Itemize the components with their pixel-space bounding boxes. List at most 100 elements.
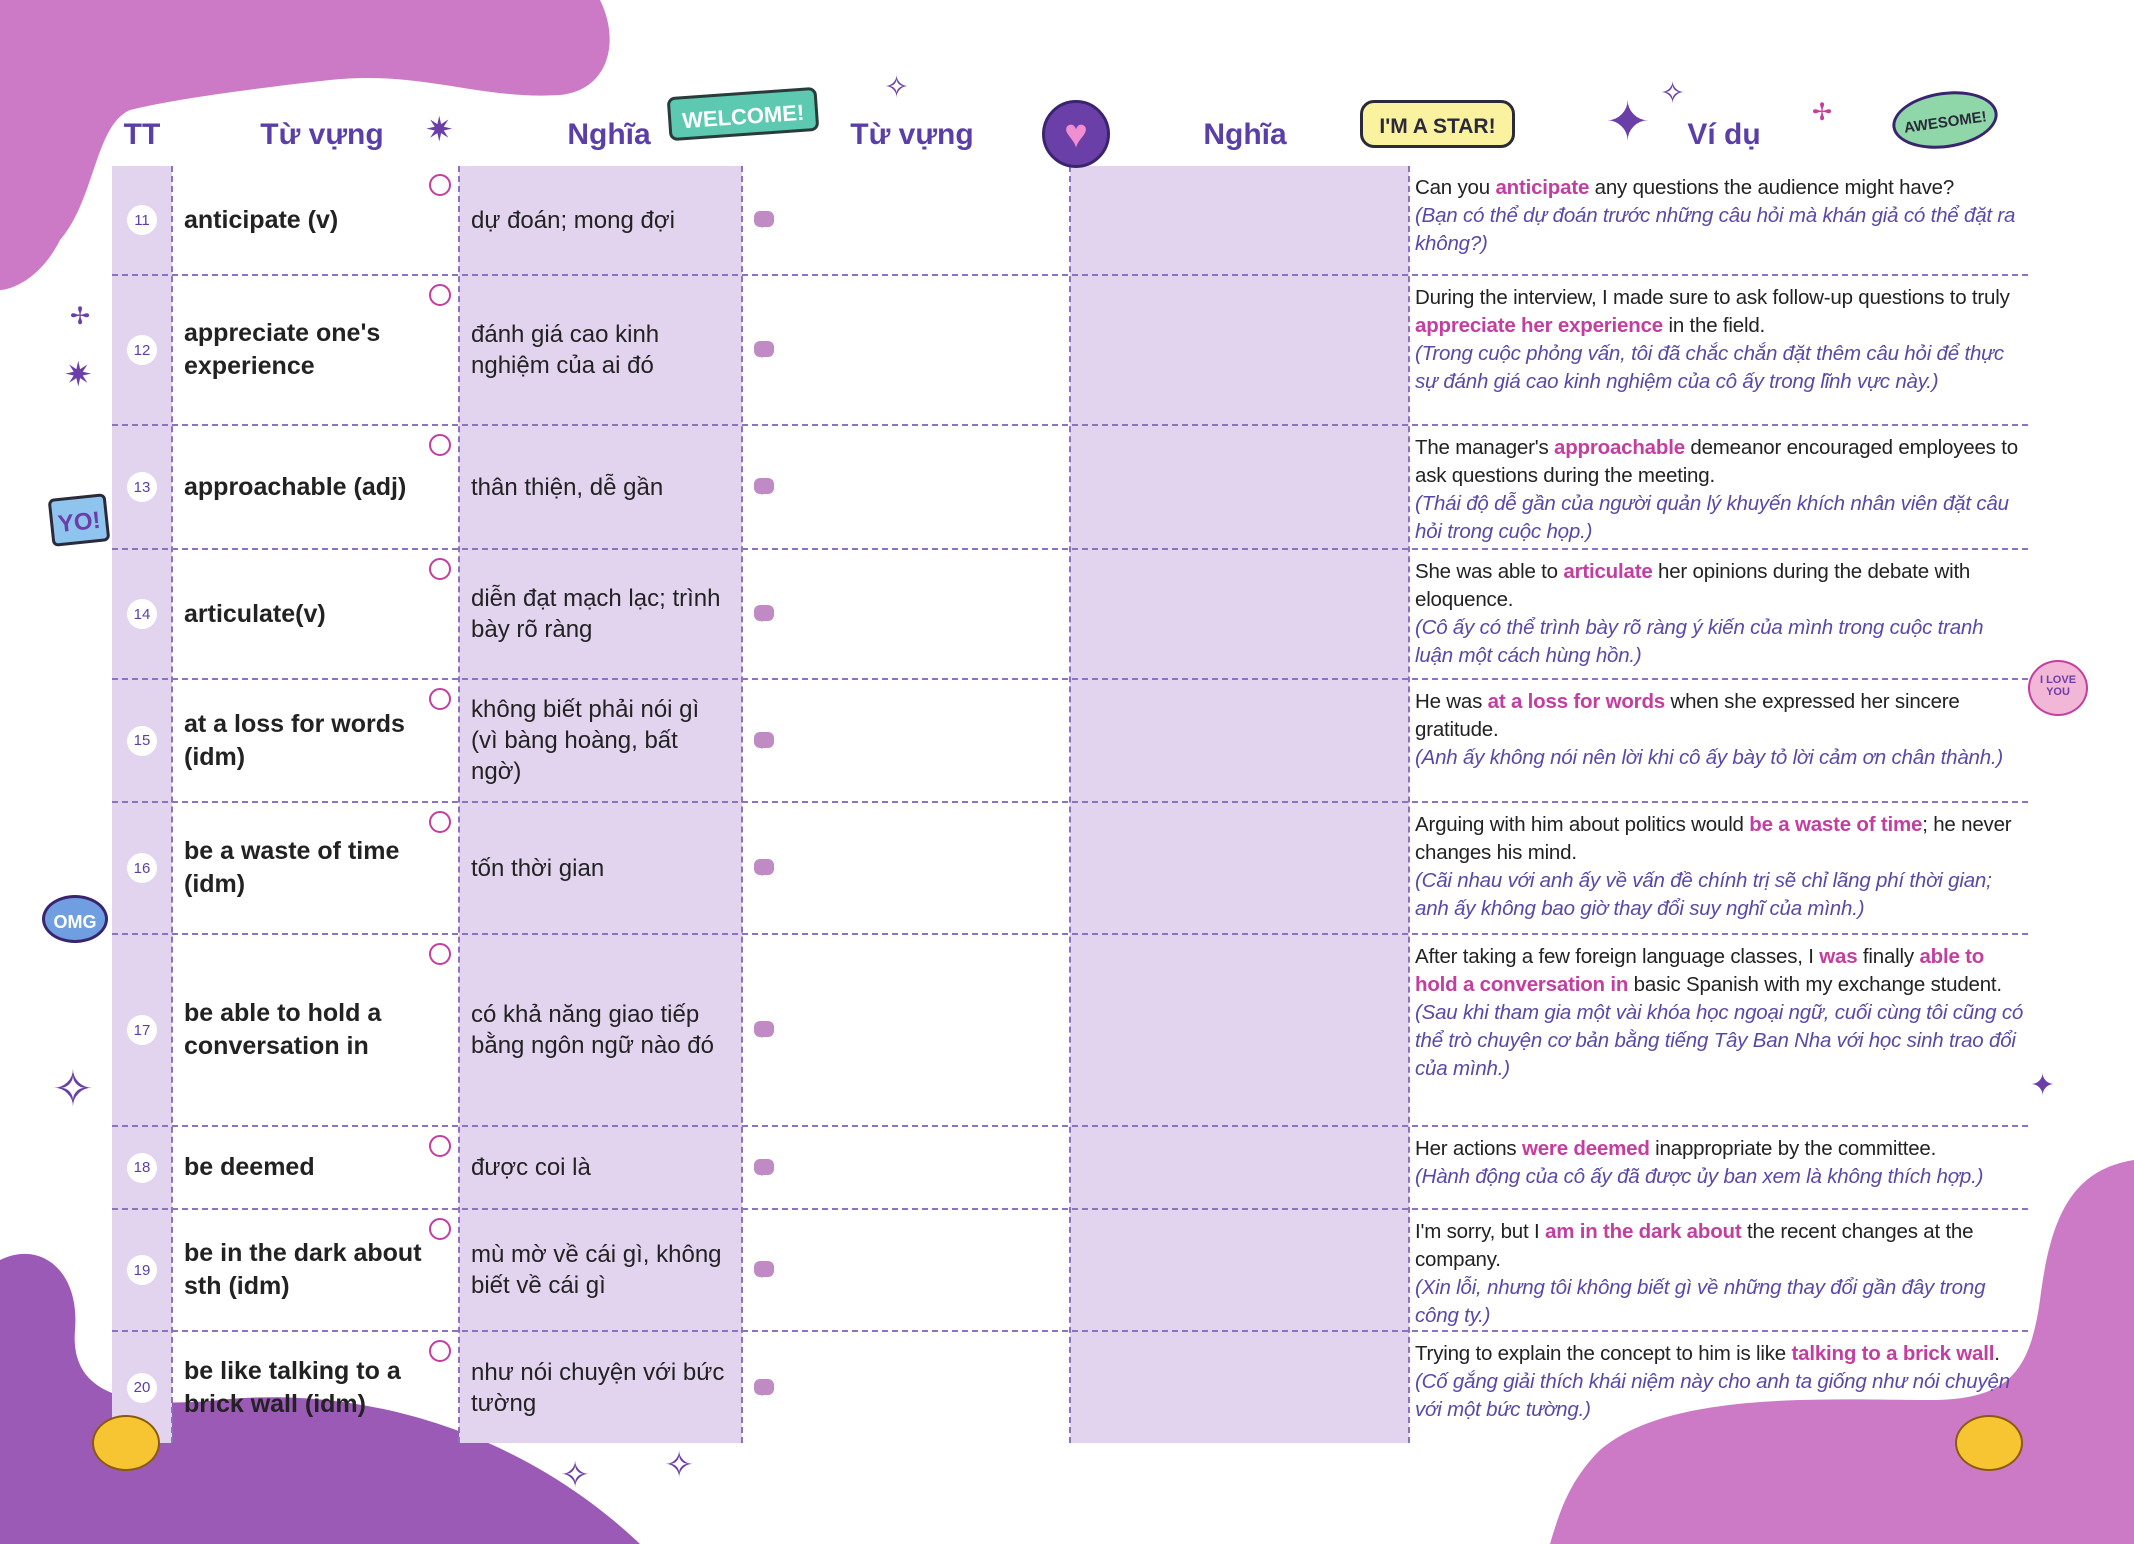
table-row: 16 be a waste of time (idm) tốn thời gian A… [112, 803, 2028, 935]
word2-blank-cell[interactable] [742, 1210, 1070, 1330]
meaning2-blank-cell[interactable] [1070, 1332, 1409, 1443]
checkbox-circle-icon[interactable] [429, 943, 451, 965]
word2-blank-cell[interactable] [742, 1127, 1070, 1208]
table-row: 12 appreciate one's experience đánh giá ca… [112, 276, 2028, 426]
meaning-column-fill [459, 166, 742, 1443]
meaning2-blank-cell[interactable] [1070, 803, 1409, 933]
checkbox-circle-icon[interactable] [429, 1218, 451, 1240]
example-translation: (Cô ấy có thể trình bày rõ ràng ý kiến c… [1415, 616, 1984, 667]
meaning-cell: thân thiện, dễ gần [471, 473, 664, 501]
meaning2-blank-cell[interactable] [1070, 276, 1409, 424]
word-text: approachable (adj) [184, 472, 407, 501]
meaning-cell: tốn thời gian [471, 854, 605, 882]
word2-blank-cell[interactable] [742, 1332, 1070, 1443]
word-text: be a waste of time (idm) [184, 837, 400, 898]
word-cell: be deemed [172, 1127, 459, 1208]
word2-blank-cell[interactable] [742, 803, 1070, 933]
chat-bubble-icon [754, 731, 774, 749]
chat-bubble-icon [754, 478, 774, 495]
word-text: anticipate (v) [184, 205, 339, 234]
divider [741, 166, 743, 1443]
meaning2-blank-cell[interactable] [1070, 1210, 1409, 1330]
example-highlight: approachable [1554, 436, 1685, 459]
word-cell: be able to hold a conversation in [172, 935, 459, 1125]
table-row: 11 anticipate (v) dự đoán; mong đợi Can you… [112, 166, 2028, 276]
example-text: During the interview, I made sure to ask… [1415, 286, 2010, 309]
sparkle-icon: ✧ [664, 1444, 695, 1485]
word-text: at a loss for words (idm) [184, 709, 405, 771]
example-cell: Can you anticipate any questions the aud… [1409, 166, 2028, 274]
example-translation: (Thái độ dễ gần của người quản lý khuyến… [1415, 492, 2009, 543]
tt-cell: 20 [112, 1332, 172, 1443]
meaning2-blank-cell[interactable] [1070, 426, 1409, 548]
word-cell: at a loss for words (idm) [172, 680, 459, 801]
checkbox-circle-icon[interactable] [429, 434, 451, 456]
meaning2-blank-cell[interactable] [1070, 1127, 1409, 1208]
example-cell: He was at a loss for words when she expr… [1409, 680, 2028, 801]
sparkle-icon: ✦ [2030, 1069, 2056, 1102]
word-cell: be in the dark about sth (idm) [172, 1210, 459, 1330]
tt-cell: 18 [112, 1127, 172, 1208]
example-text: when she expressed her sincere gratitude… [1415, 690, 1960, 741]
chat-bubble-icon [754, 341, 774, 358]
star-sticker: I'M A STAR! [1360, 100, 1515, 148]
word2-blank-cell[interactable] [742, 426, 1070, 548]
row-number: 13 [127, 472, 157, 502]
word2-blank-cell[interactable] [742, 935, 1070, 1125]
example-translation: (Cố gắng giải thích khái niệm này cho an… [1415, 1370, 2010, 1421]
header-tt: TT [123, 118, 161, 151]
example-translation: (Xin lỗi, nhưng tôi không biết gì về nhữ… [1415, 1276, 1986, 1327]
meaning2-blank-cell[interactable] [1070, 166, 1409, 274]
checkbox-circle-icon[interactable] [429, 1340, 451, 1362]
meaning-cell: mù mờ về cái gì, không biết về cái gì [471, 1241, 722, 1299]
example-highlight: be a waste of time [1749, 813, 1923, 836]
chat-bubble-icon [754, 605, 774, 622]
example-highlight: talking to a brick wall [1791, 1342, 1995, 1365]
example-cell: During the interview, I made sure to ask… [1409, 276, 2028, 424]
example-text: Can you [1415, 176, 1496, 199]
meaning2-blank-cell[interactable] [1070, 935, 1409, 1125]
vocabulary-table: 11 anticipate (v) dự đoán; mong đợi Can you… [112, 166, 2028, 1443]
sparkle-icon: ✧ [560, 1454, 591, 1495]
word2-blank-cell[interactable] [742, 276, 1070, 424]
checkbox-circle-icon[interactable] [429, 284, 451, 306]
example-text: her opinions during the debate with eloq… [1415, 560, 1971, 611]
word-cell: anticipate (v) [172, 166, 459, 274]
row-number: 20 [127, 1372, 157, 1403]
checkbox-circle-icon[interactable] [429, 688, 451, 710]
word-text: be able to hold a conversation in [184, 999, 382, 1060]
checkbox-circle-icon[interactable] [429, 1135, 451, 1157]
sparkle-icon: ✷ [64, 356, 93, 394]
checkbox-circle-icon[interactable] [429, 558, 451, 580]
example-text: in the field. [1662, 314, 1766, 337]
tt-cell: 14 [112, 550, 172, 678]
meaning-cell: diễn đạt mạch lạc; trình bày rõ ràng [471, 585, 721, 643]
word2-blank-cell[interactable] [742, 166, 1070, 274]
sparkle-icon: ✢ [1812, 99, 1833, 126]
example-cell: After taking a few foreign language clas… [1409, 935, 2028, 1125]
chat-bubble-icon [754, 1378, 774, 1396]
blob-bottom-left [0, 1253, 640, 1544]
meaning2-blank-cell[interactable] [1070, 550, 1409, 678]
example-text: She was able to [1415, 560, 1564, 583]
word2-blank-cell[interactable] [742, 550, 1070, 678]
word-cell: appreciate one's experience [172, 276, 459, 424]
example-cell: The manager's approachable demeanor enco… [1409, 426, 2028, 548]
row-number: 11 [127, 205, 157, 235]
sparkle-icon: ✧ [884, 71, 910, 104]
example-translation: (Bạn có thể dự đoán trước những câu hỏi … [1415, 204, 2016, 255]
checkbox-circle-icon[interactable] [429, 174, 451, 196]
example-translation: (Hành động của cô ấy đã được ủy ban xem … [1415, 1165, 1984, 1188]
sparkle-icon: ✷ [425, 111, 454, 149]
sparkle-icon: ✧ [1660, 77, 1686, 110]
header-meaning: Nghĩa [567, 118, 651, 151]
tt-cell: 16 [112, 803, 172, 933]
example-text: The manager's [1415, 436, 1554, 459]
meaning2-blank-cell[interactable] [1070, 680, 1409, 801]
checkbox-circle-icon[interactable] [429, 811, 451, 833]
word2-blank-cell[interactable] [742, 680, 1070, 801]
example-text: Her actions [1415, 1137, 1522, 1160]
chat-bubble-icon [754, 211, 774, 228]
word-text: be in the dark about sth (idm) [184, 1239, 422, 1300]
heart-icon: ♥ [1042, 100, 1110, 168]
